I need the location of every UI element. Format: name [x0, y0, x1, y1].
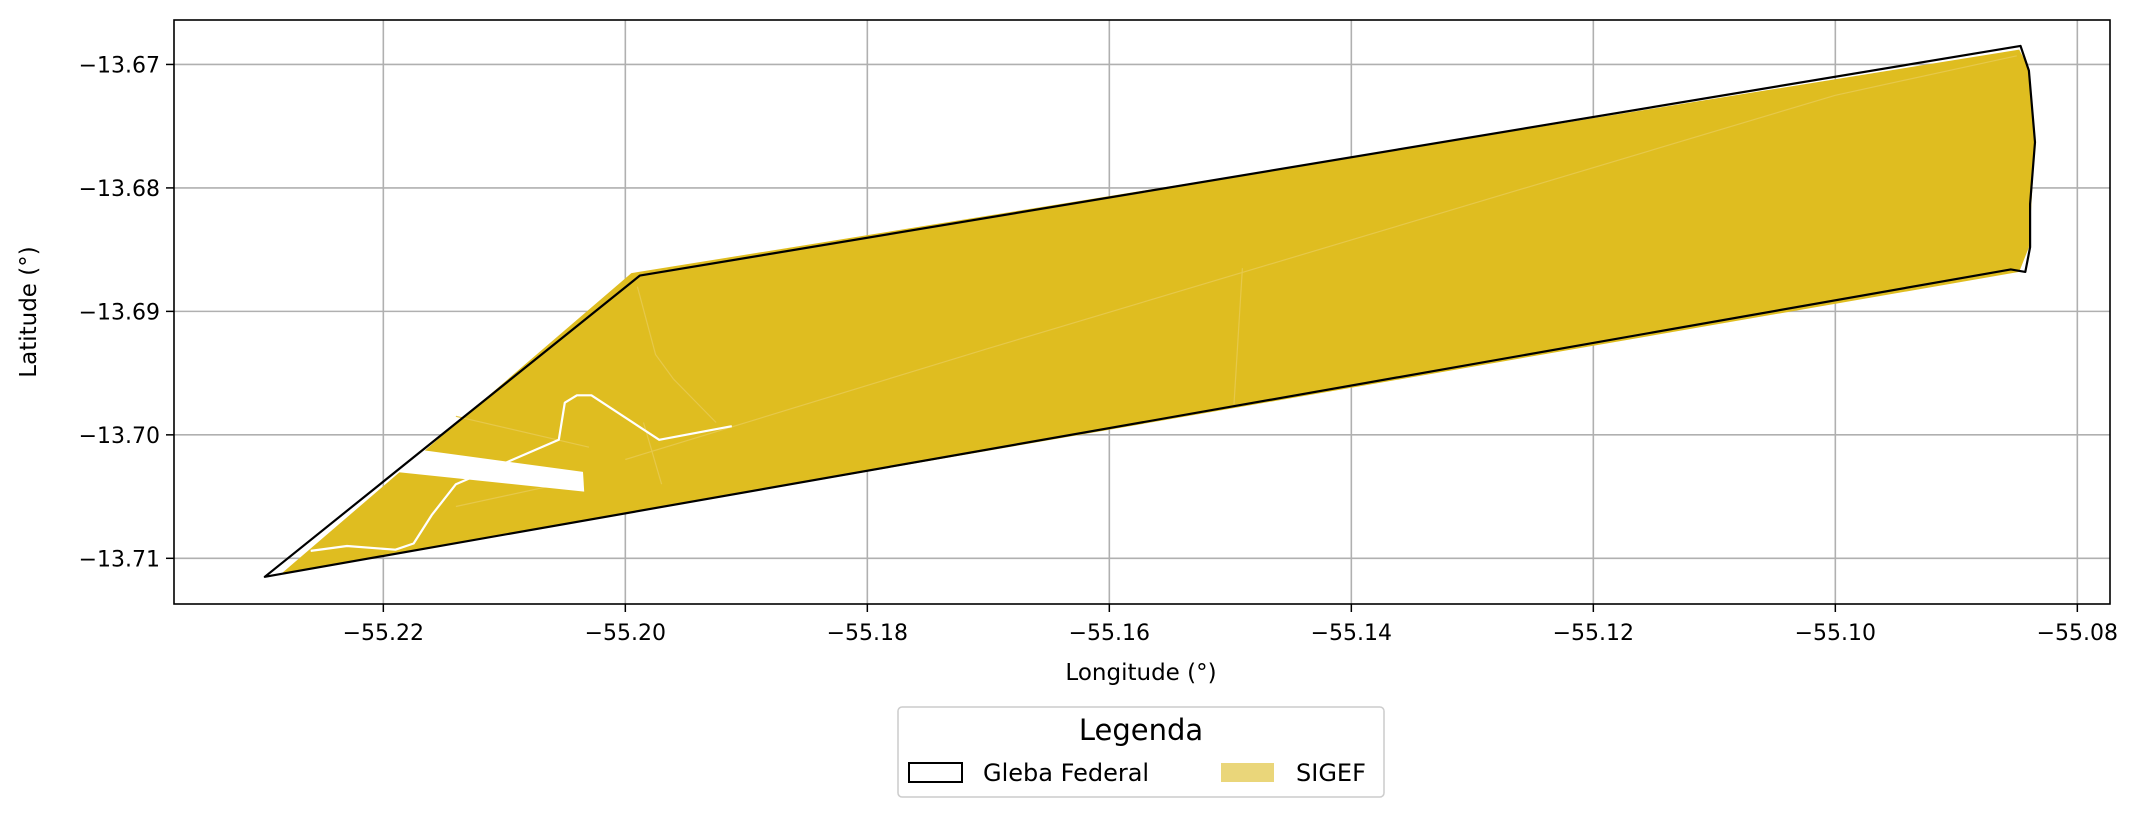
sigef-parcel-boundary [625, 55, 2017, 461]
x-axis-label: Longitude (°) [1065, 660, 1216, 686]
gleba-federal-boundary [263, 44, 2037, 578]
legend-label-gleba-federal: Gleba Federal [983, 759, 1149, 787]
y-axis-ticks: −13.67 −13.68 −13.69 −13.70 −13.71 [79, 53, 174, 572]
sigef-parcel-boundary [636, 286, 717, 423]
x-tick-label: −55.08 [2037, 621, 2118, 646]
sigef-parcel-boundary [455, 483, 559, 508]
sigef-parcel-boundary [455, 415, 590, 448]
legend-swatch-gleba-federal [908, 762, 963, 783]
x-tick-label: −55.14 [1311, 621, 1392, 646]
x-tick-label: −55.20 [585, 621, 666, 646]
x-tick-label: −55.22 [343, 621, 424, 646]
y-tick-label: −13.67 [79, 53, 160, 78]
y-tick-label: −13.70 [79, 424, 160, 449]
legend: Legenda Gleba Federal SIGEF [897, 706, 1385, 798]
y-tick-label: −13.71 [79, 547, 160, 572]
internal-boundary-line [310, 394, 733, 552]
y-axis-label: Latitude (°) [16, 246, 42, 377]
legend-swatch-sigef [1221, 763, 1274, 782]
map-layers [263, 44, 2037, 578]
sigef-parcel-boundary [1233, 268, 1243, 405]
legend-title: Legenda [1079, 713, 1203, 747]
x-axis-ticks: −55.22 −55.20 −55.18 −55.16 −55.14 −55.12 −55.… [343, 604, 2118, 646]
legend-label-sigef: SIGEF [1296, 759, 1366, 787]
x-tick-label: −55.18 [827, 621, 908, 646]
y-tick-label: −13.68 [79, 177, 160, 202]
x-tick-label: −55.10 [1795, 621, 1876, 646]
y-tick-label: −13.69 [79, 300, 160, 325]
uncovered-gap [384, 449, 585, 492]
sigef-parcel [280, 49, 2035, 575]
x-tick-label: −55.16 [1069, 621, 1150, 646]
x-tick-label: −55.12 [1553, 621, 1634, 646]
